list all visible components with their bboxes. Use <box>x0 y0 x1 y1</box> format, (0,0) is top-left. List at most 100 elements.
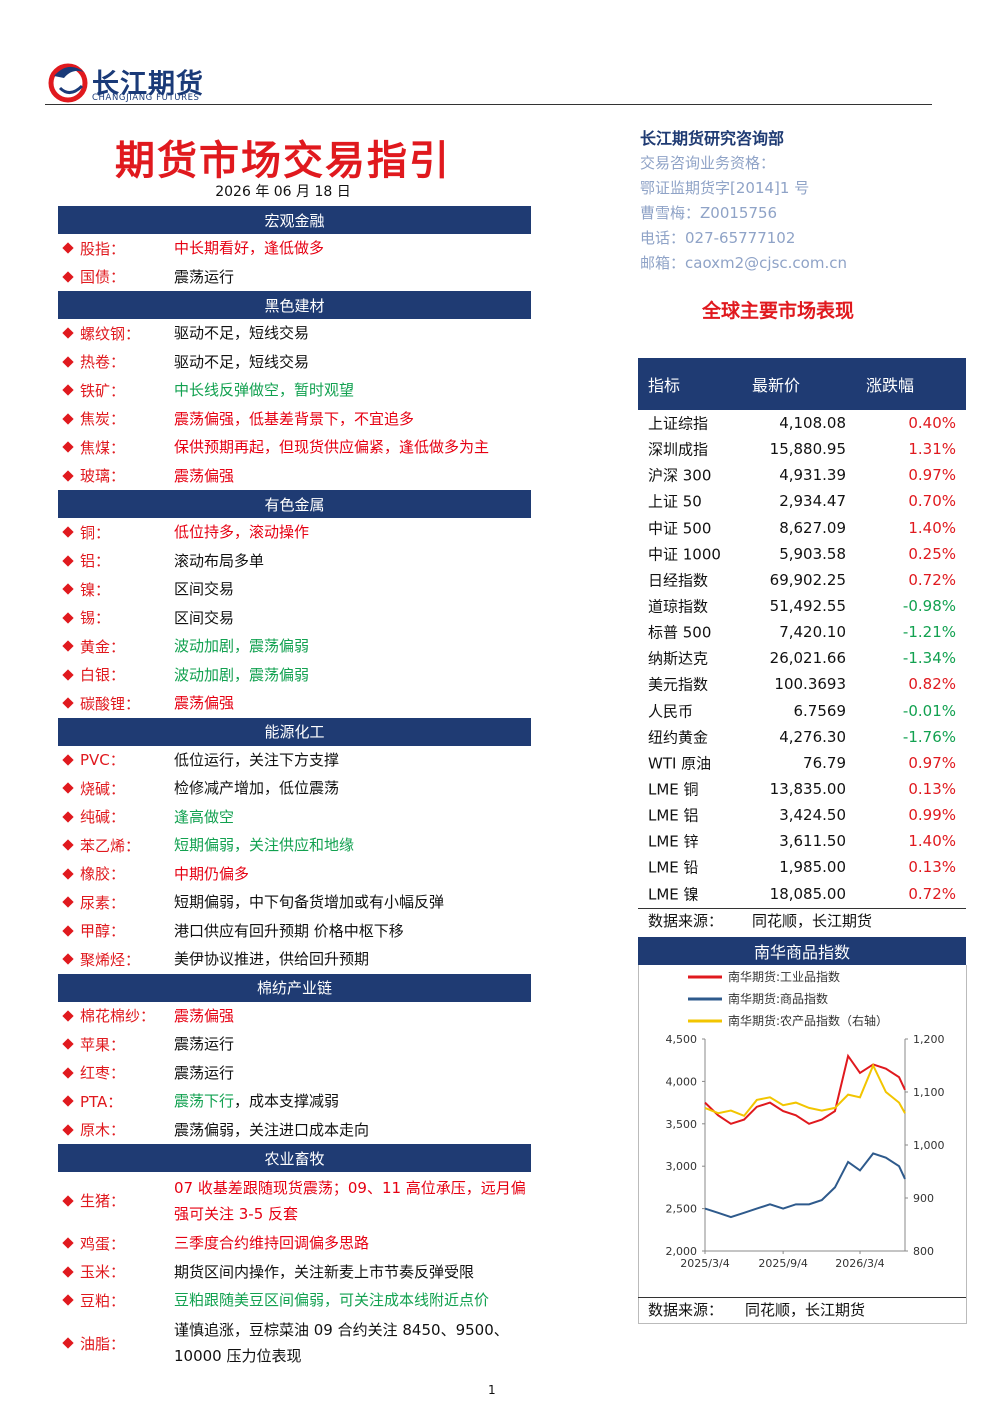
label-text: 热卷： <box>80 353 126 372</box>
source-label: 数据来源： <box>648 1301 724 1319</box>
index-price: 13,835.00 <box>769 780 846 799</box>
market-row: 上证综指 4,108.08 0.40% <box>638 410 966 436</box>
contact-line: 电话：027-65777102 <box>640 229 796 247</box>
index-name: 深圳成指 <box>648 440 709 459</box>
row-label: 黄金： <box>58 636 174 657</box>
bullet <box>62 754 74 766</box>
label-text: 烧碱： <box>80 779 126 798</box>
row-text: 短期偏弱，关注供应和地缘 <box>174 832 531 858</box>
row-text: 中期仍偏多 <box>174 861 531 887</box>
label-text: 镍： <box>80 580 111 599</box>
index-name: LME 铅 <box>648 858 699 877</box>
bullet <box>62 1266 74 1278</box>
chart: 2,000 2,500 3,000 3,500 4,000 4,500 800 900 1,00… <box>666 969 945 1270</box>
text-part: 震荡运行 <box>174 1063 235 1082</box>
logo-mark <box>48 63 88 103</box>
guide-row: 铝： 滚动布局多单 <box>58 547 531 576</box>
row-label: 原木： <box>58 1119 174 1140</box>
text-part: 震荡偏强 <box>174 694 235 713</box>
label-text: 碳酸锂： <box>80 694 141 713</box>
rule <box>638 1297 966 1298</box>
text-part: 07 收基差跟随现货震荡；09、11 高位承压，远月偏强可关注 3-5 反套 <box>174 1178 526 1223</box>
bullet <box>62 1237 74 1249</box>
market-row: LME 铅 1,985.00 0.13% <box>638 854 966 880</box>
index-price: 4,276.30 <box>779 727 846 746</box>
text-part: 短期偏弱，中下旬备货增加或有小幅反弹 <box>174 893 445 912</box>
row-text: 期货区间内操作，关注新麦上市节奏反弹受限 <box>174 1259 531 1285</box>
row-label: 尿素： <box>58 892 174 913</box>
market-row: 日经指数 69,902.25 0.72% <box>638 567 966 593</box>
bullet <box>62 384 74 396</box>
guide-row: 碳酸锂： 震荡偏强 <box>58 689 531 718</box>
row-text: 震荡偏强 <box>174 1003 531 1029</box>
row-label: 纯碱： <box>58 806 174 827</box>
bullet <box>62 1337 74 1349</box>
row-text: 震荡偏强，低基差背景下，不宜追多 <box>174 406 531 432</box>
row-text: 谨慎追涨，豆棕菜油 09 合约关注 8450、9500、10000 压力位表现 <box>174 1317 531 1369</box>
text-part: 震荡偏弱，关注进口成本走向 <box>174 1120 370 1139</box>
bullet <box>62 782 74 794</box>
legend-label: 南华期货:农产品指数（右轴） <box>728 1013 888 1028</box>
market-row: LME 锌 3,611.50 1.40% <box>638 828 966 854</box>
guide-row: 锡： 区间交易 <box>58 604 531 633</box>
guide-row: 黄金： 波动加剧，震荡偏弱 <box>58 632 531 661</box>
index-name: 日经指数 <box>648 571 709 590</box>
bullet <box>62 1067 74 1079</box>
series-line <box>704 1053 906 1125</box>
text-part: 短期偏弱，关注供应和地缘 <box>174 836 355 855</box>
text-part: 滚动布局多单 <box>174 551 265 570</box>
col-header: 指标 <box>648 376 681 395</box>
market-row: 美元指数 100.3693 0.82% <box>638 671 966 697</box>
label-text: 油脂： <box>80 1334 126 1353</box>
bullet <box>62 1038 74 1050</box>
row-label: 橡胶： <box>58 863 174 884</box>
index-change: 0.82% <box>908 675 956 694</box>
row-label: 聚烯烃： <box>58 949 174 970</box>
index-price: 1,985.00 <box>779 858 846 877</box>
row-text: 震荡下行，成本支撑减弱 <box>174 1088 531 1114</box>
index-name: 人民币 <box>648 702 694 721</box>
index-name: 沪深 300 <box>648 466 712 485</box>
text-part: 波动加剧，震荡偏弱 <box>174 665 310 684</box>
text-part: 区间交易 <box>174 608 235 627</box>
row-label: 生猪： <box>58 1190 174 1211</box>
label-text: 黄金： <box>80 637 126 656</box>
col-header: 最新价 <box>752 376 801 395</box>
index-name: 纽约黄金 <box>648 728 709 747</box>
row-text: 区间交易 <box>174 605 531 631</box>
y-tick-label: 2,000 <box>666 1245 698 1258</box>
row-label: 棉花棉纱： <box>58 1005 174 1026</box>
bullet <box>62 526 74 538</box>
logo-subtext: CHANGJIANG FUTURES <box>92 93 200 103</box>
row-text: 07 收基差跟随现货震荡；09、11 高位承压，远月偏强可关注 3-5 反套 <box>174 1175 531 1227</box>
row-text: 震荡运行 <box>174 1060 531 1086</box>
row-text: 驱动不足，短线交易 <box>174 349 531 375</box>
index-price: 69,902.25 <box>769 570 846 589</box>
row-text: 三季度合约维持回调偏多思路 <box>174 1230 531 1256</box>
row-label: 白银： <box>58 664 174 685</box>
market-row: 中证 1000 5,903.58 0.25% <box>638 541 966 567</box>
row-text: 震荡偏强 <box>174 463 531 489</box>
text-part: 美伊协议推进，供给回升预期 <box>174 950 370 969</box>
text-part: 期货区间内操作，关注新麦上市节奏反弹受限 <box>174 1262 475 1281</box>
text-part: 港口供应有回升预期 价格中枢下移 <box>174 921 404 940</box>
row-text: 波动加剧，震荡偏弱 <box>174 633 531 659</box>
label-text: 锡： <box>80 609 111 628</box>
bullet <box>62 583 74 595</box>
row-label: 烧碱： <box>58 778 174 799</box>
chart-title: 南华商品指数 <box>638 937 966 965</box>
text-part: 区间交易 <box>174 580 235 599</box>
section-header: 有色金属 <box>58 490 531 518</box>
bullet <box>62 327 74 339</box>
bullet <box>62 1194 74 1207</box>
text-part: 波动加剧，震荡偏弱 <box>174 637 310 656</box>
text-part: 震荡运行 <box>174 1035 235 1054</box>
index-change: -1.34% <box>902 649 956 668</box>
market-row: 上证 50 2,934.47 0.70% <box>638 488 966 514</box>
col-header: 涨跌幅 <box>866 376 915 395</box>
contact-line: 邮箱：caoxm2@cjsc.com.cn <box>640 254 847 272</box>
guide-row: 鸡蛋： 三季度合约维持回调偏多思路 <box>58 1229 531 1258</box>
row-text: 震荡运行 <box>174 1031 531 1057</box>
guide-row: PTA： 震荡下行，成本支撑减弱 <box>58 1087 531 1116</box>
